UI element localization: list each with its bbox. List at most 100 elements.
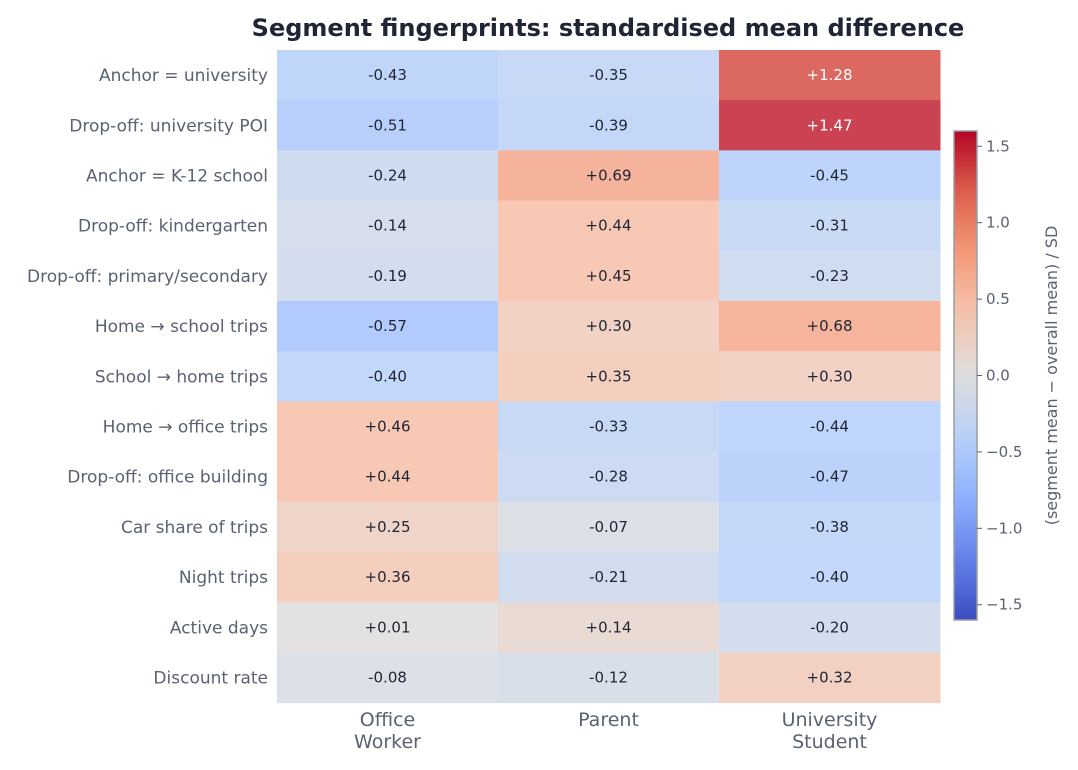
cell-value-label: +0.69: [586, 167, 632, 185]
heatmap-cell: [719, 501, 941, 553]
cell-value-label: -0.39: [589, 116, 628, 134]
heatmap-cell: [498, 100, 720, 151]
heatmap-cell: [498, 150, 720, 202]
colorbar-tick-label: −1.5: [986, 596, 1022, 614]
cell-value-label: -0.12: [589, 669, 628, 687]
cell-value-label: +0.30: [807, 367, 853, 385]
row-label: School → home trips: [95, 367, 268, 387]
cell-value-label: +0.32: [807, 669, 853, 687]
cell-value-label: -0.40: [810, 568, 849, 586]
cell-value-label: -0.33: [589, 418, 628, 436]
column-label: Worker: [354, 731, 421, 753]
heatmap-cell: [719, 100, 941, 151]
cell-value-label: -0.23: [810, 267, 849, 285]
row-label: Home → school trips: [95, 317, 268, 337]
cell-value-label: -0.45: [810, 167, 849, 185]
heatmap-cell: [719, 552, 941, 603]
heatmap-cell: [277, 150, 499, 202]
heatmap-cell: [498, 301, 720, 352]
cell-value-label: -0.31: [810, 217, 849, 235]
row-label: Anchor = university: [99, 66, 268, 86]
heatmap-cell: [277, 301, 499, 352]
cell-value-label: +0.30: [586, 317, 632, 335]
heatmap-cell: [498, 50, 720, 101]
cell-value-label: -0.44: [810, 418, 849, 436]
heatmap-cell: [498, 652, 720, 704]
heatmap-cell: [277, 100, 499, 151]
cell-value-label: -0.47: [810, 468, 849, 486]
heatmap-cell: [498, 451, 720, 503]
cell-value-label: -0.08: [368, 669, 407, 687]
cell-value-label: +1.28: [807, 66, 853, 84]
cell-value-label: +0.46: [365, 418, 411, 436]
heatmap-cell: [277, 50, 499, 101]
row-label: Drop-off: kindergarten: [78, 217, 268, 237]
column-label: University: [782, 709, 878, 731]
row-label: Drop-off: office building: [67, 468, 268, 488]
colorbar-tick-label: 0.5: [986, 290, 1010, 308]
colorbar-label: (segment mean − overall mean) / SD: [1042, 226, 1061, 526]
row-label: Home → office trips: [103, 418, 268, 438]
heatmap-cell: [719, 602, 941, 653]
row-label: Discount rate: [153, 669, 268, 689]
row-label: Active days: [170, 618, 268, 638]
cell-value-label: +0.36: [365, 568, 411, 586]
cell-value-label: -0.38: [810, 518, 849, 536]
row-label: Car share of trips: [121, 518, 268, 538]
cell-value-label: +1.47: [807, 116, 853, 134]
heatmap-cell: [719, 250, 941, 302]
cell-value-label: +0.45: [586, 267, 632, 285]
cell-value-label: +0.68: [807, 317, 853, 335]
cell-value-label: -0.35: [589, 66, 628, 84]
heatmap-cell: [277, 200, 499, 252]
column-label: Parent: [578, 709, 639, 731]
heatmap-cell: [719, 451, 941, 503]
heatmap-cells: -0.43 -0.35 +1.28 -0.51 -0.39 +1.47 -0.24 +0.69…: [277, 50, 941, 704]
cell-value-label: +0.14: [586, 618, 632, 636]
cell-value-label: +0.25: [365, 518, 411, 536]
cell-value-label: -0.51: [368, 116, 407, 134]
colorbar-tick-label: 0.0: [986, 367, 1010, 385]
row-labels: Anchor = university Drop-off: university …: [27, 66, 268, 688]
heatmap-cell: [498, 401, 720, 453]
cell-value-label: +0.01: [365, 618, 411, 636]
cell-value-label: +0.44: [586, 217, 632, 235]
cell-value-label: -0.43: [368, 66, 407, 84]
heatmap-cell: [498, 552, 720, 603]
cell-value-label: -0.40: [368, 367, 407, 385]
colorbar-tick-label: 1.5: [986, 137, 1010, 155]
heatmap-cell: [498, 501, 720, 553]
cell-value-label: -0.28: [589, 468, 628, 486]
colorbar-ticks: 1.5 1.0 0.5 0.0 −0.5 −1.0 −1.5: [977, 137, 1022, 614]
heatmap-cell: [277, 602, 499, 653]
cell-value-label: -0.57: [368, 317, 407, 335]
heatmap-cell: [277, 552, 499, 603]
heatmap-cell: [277, 652, 499, 704]
heatmap-cell: [719, 50, 941, 101]
column-label: Student: [792, 731, 867, 753]
colorbar-tick-label: −1.0: [986, 519, 1022, 537]
cell-value-label: -0.07: [589, 518, 628, 536]
cell-value-label: -0.20: [810, 618, 849, 636]
cell-value-label: +0.35: [586, 367, 632, 385]
heatmap-cell: [498, 602, 720, 653]
heatmap-cell: [719, 200, 941, 252]
heatmap-cell: [719, 652, 941, 704]
chart-title: Segment fingerprints: standardised mean …: [252, 14, 965, 42]
heatmap-cell: [719, 301, 941, 352]
heatmap-cell: [498, 250, 720, 302]
heatmap-cell: [277, 501, 499, 553]
cell-value-label: -0.14: [368, 217, 407, 235]
row-label: Drop-off: university POI: [69, 116, 268, 136]
colorbar-tick-label: 1.0: [986, 214, 1010, 232]
heatmap-cell: [719, 401, 941, 453]
heatmap-cell: [277, 250, 499, 302]
cell-value-label: -0.24: [368, 167, 407, 185]
column-label: Office: [360, 709, 415, 731]
heatmap-cell: [498, 200, 720, 252]
cell-value-label: +0.44: [365, 468, 411, 486]
heatmap-cell: [277, 451, 499, 503]
colorbar: 1.5 1.0 0.5 0.0 −0.5 −1.0 −1.5 (segment mean −…: [953, 130, 1061, 621]
row-label: Night trips: [179, 568, 268, 588]
